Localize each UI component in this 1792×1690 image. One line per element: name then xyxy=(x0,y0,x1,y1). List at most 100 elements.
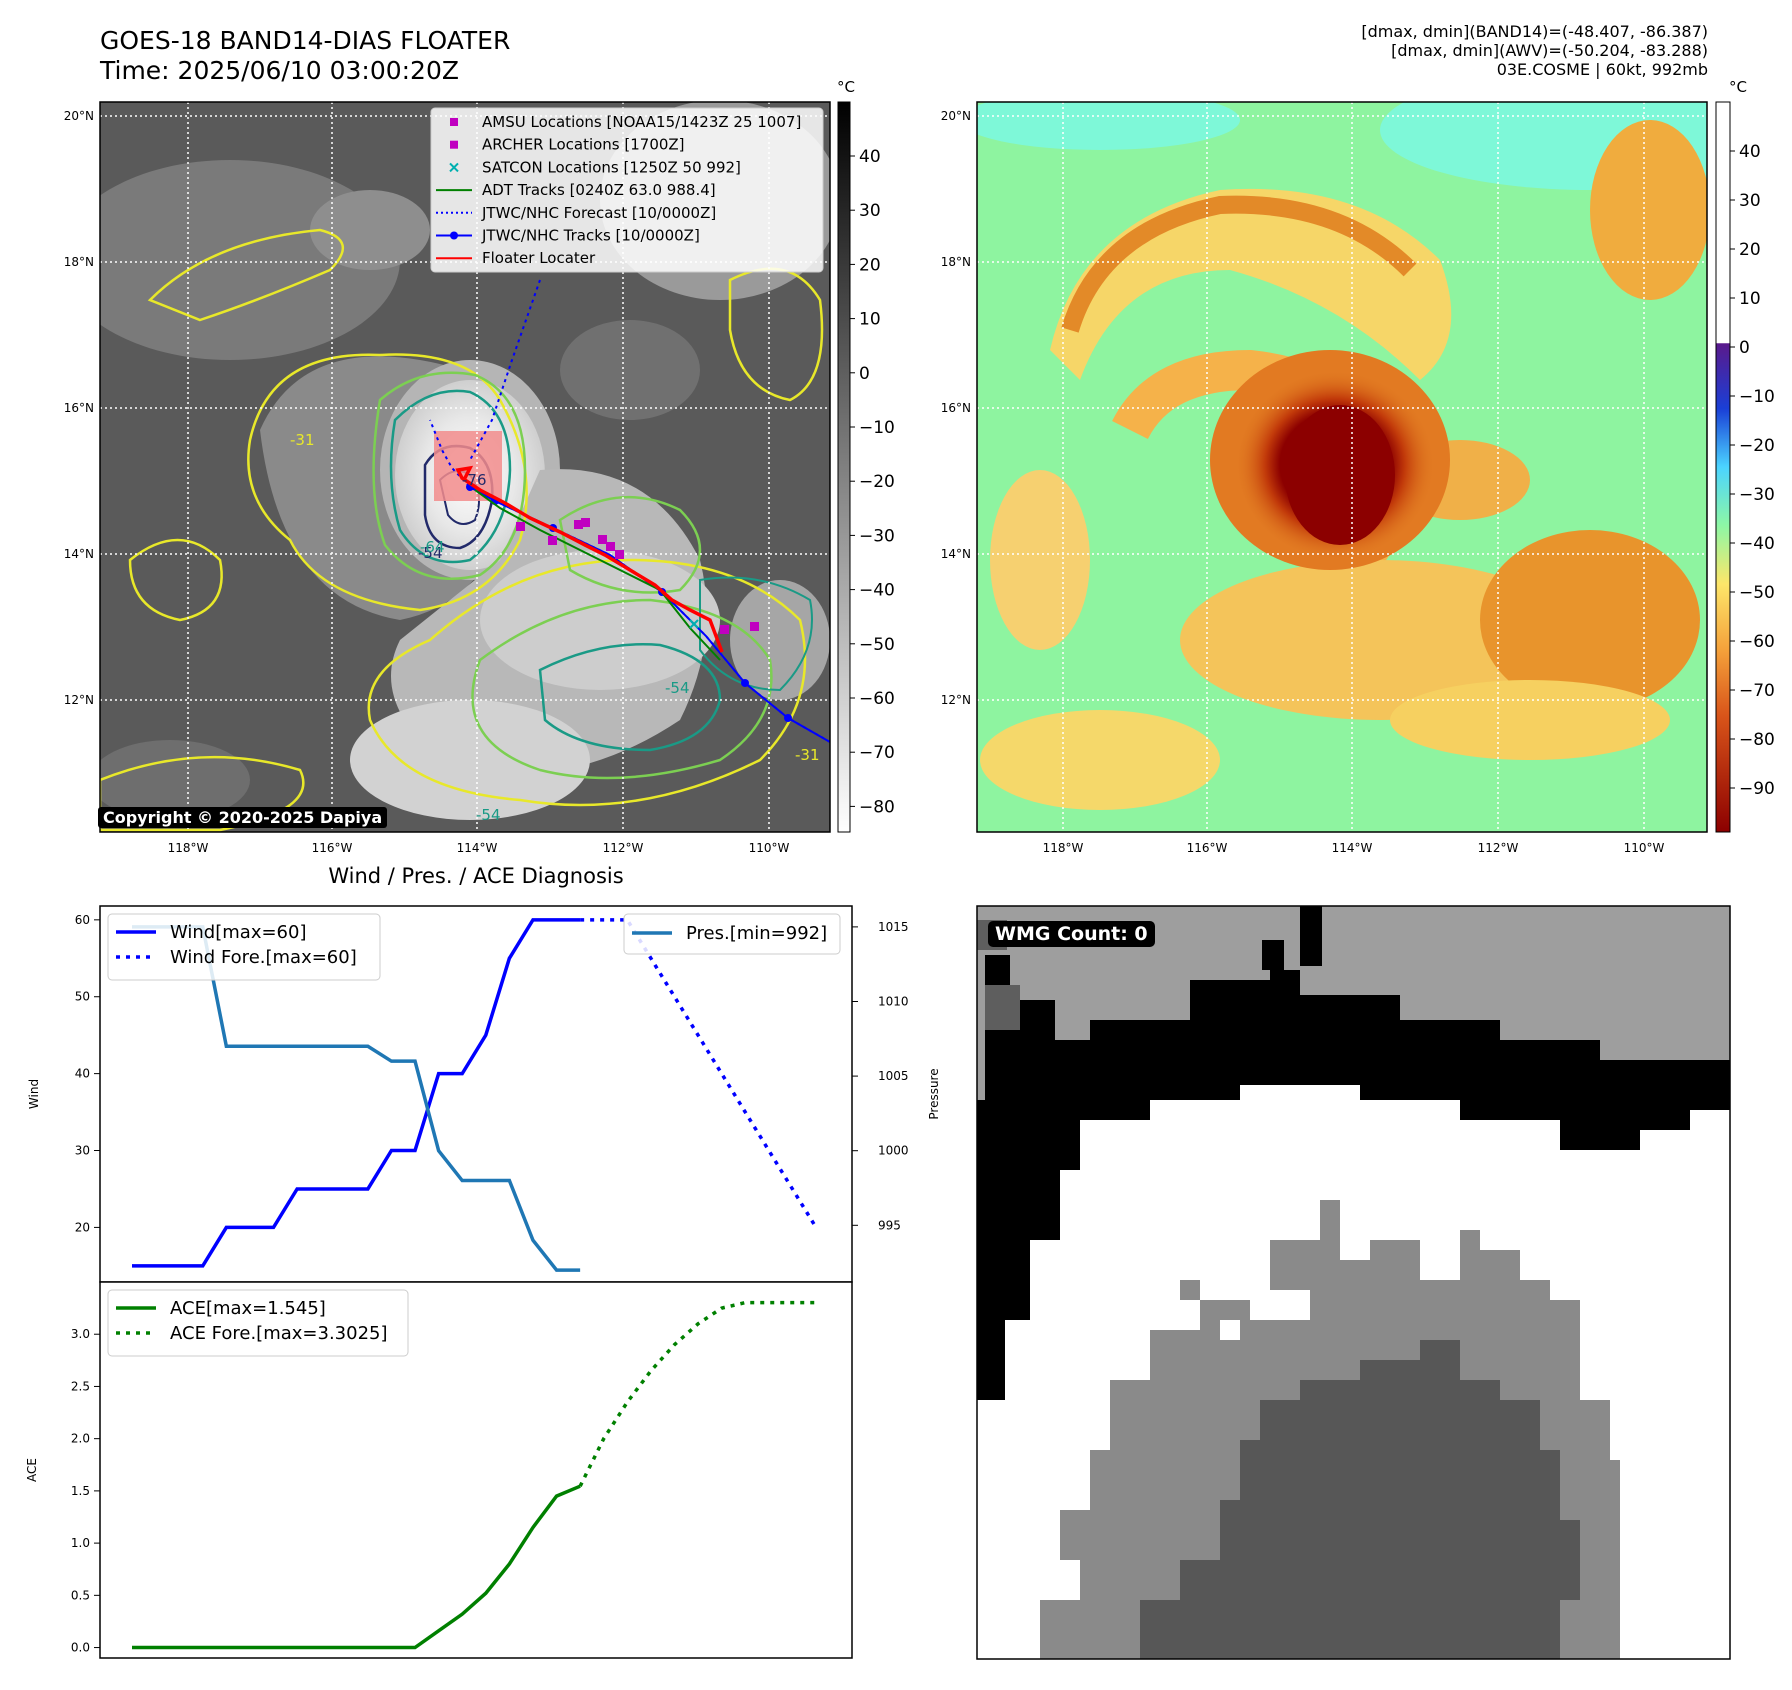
wv-frame xyxy=(976,101,1708,833)
pressure-tick-label: 1015 xyxy=(878,920,909,934)
wv-lat-tick: 12°N xyxy=(941,693,971,707)
ir-lat-tick: 16°N xyxy=(64,401,94,415)
colorbar-tick-label: 0 xyxy=(1739,338,1750,358)
ir-lon-tick: 110°W xyxy=(749,841,790,855)
ace-tick-label: 1.0 xyxy=(71,1536,90,1550)
legend-label: Wind Fore.[max=60] xyxy=(170,947,357,968)
ir-lon-tick: 118°W xyxy=(168,841,209,855)
legend-marker xyxy=(450,140,458,149)
ace-chart: 0.0 0.5 1.0 1.5 2.0 2.5 3.0 ACE ACE[max=1.545]… xyxy=(25,1281,853,1659)
colorbar-tick-label: 40 xyxy=(1739,142,1761,162)
wv-lat-tick: 20°N xyxy=(941,109,971,123)
wv-lat-tick: 16°N xyxy=(941,401,971,415)
floater-box xyxy=(434,431,502,501)
colorbar-tick-label: −70 xyxy=(859,743,895,763)
colorbar-tick-label: −50 xyxy=(859,635,895,655)
colorbar-tick-label: −80 xyxy=(859,797,895,817)
wind-tick-label: 40 xyxy=(75,1067,90,1081)
wv-lat-tick: 14°N xyxy=(941,547,971,561)
colorbar-tick-label: −60 xyxy=(859,689,895,709)
wv-lon-tick: 112°W xyxy=(1478,841,1519,855)
wv-lon-tick: 114°W xyxy=(1332,841,1373,855)
contour-label: -76 xyxy=(462,471,487,489)
series-line xyxy=(132,1484,581,1650)
ir-frame xyxy=(99,101,831,833)
wv-colorbar: °C 40 30 20 10 0 −10 −20 −30 −40 −50 −60 −70 −80 −90 xyxy=(1715,78,1775,833)
ace-tick-label: 1.5 xyxy=(71,1484,90,1498)
copyright-badge: Copyright © 2020-2025 Dapiya xyxy=(98,807,388,828)
ir-satellite-panel: -54 -64 -54 -54 -31 -31 -76 AMSU Locatio… xyxy=(99,101,831,833)
colorbar-tick-label: −10 xyxy=(859,418,895,438)
figure-title: GOES-18 BAND14-DIAS FLOATER Time: 2025/0… xyxy=(100,26,510,86)
ace-tick-label: 2.0 xyxy=(71,1432,90,1446)
amsu-archer-points xyxy=(516,518,759,634)
colorbar-tick-label: −70 xyxy=(1739,681,1775,701)
title-line-2: Time: 2025/06/10 03:00:20Z xyxy=(100,56,459,85)
wv-satellite-panel xyxy=(976,101,1708,833)
legend-label: ACE[max=1.545] xyxy=(170,1298,326,1319)
adt-track xyxy=(474,489,721,661)
colorbar-tick-label: 0 xyxy=(859,364,870,384)
legend-label: Floater Locater xyxy=(482,249,596,267)
legend-label: SATCON Locations [1250Z 50 992] xyxy=(482,158,741,176)
ir-lat-tick: 20°N xyxy=(64,109,94,123)
wind-axis-label: Wind xyxy=(27,1079,41,1109)
legend-label: JTWC/NHC Tracks [10/0000Z] xyxy=(481,227,700,245)
wv-moisture-field xyxy=(977,102,1707,810)
ace-axis-label: ACE xyxy=(25,1458,39,1482)
contour-label: -54 xyxy=(665,679,690,697)
ir-lon-tick: 114°W xyxy=(457,841,498,855)
ace-tick-label: 0.5 xyxy=(71,1588,90,1602)
wv-lon-tick: 118°W xyxy=(1043,841,1084,855)
wmg-count-badge: WMG Count: 0 xyxy=(988,921,1155,947)
wind-tick-label: 20 xyxy=(75,1220,90,1234)
pressure-tick-label: 1000 xyxy=(878,1144,909,1158)
ir-lon-tick: 112°W xyxy=(603,841,644,855)
wmg-frame xyxy=(976,905,1731,1660)
pressure-tick-label: 995 xyxy=(878,1218,901,1232)
wv-lat-tick: 18°N xyxy=(941,255,971,269)
ir-lon-tick: 116°W xyxy=(312,841,353,855)
wv-colorbar-unit: °C xyxy=(1729,78,1747,96)
wind-tick-label: 50 xyxy=(75,990,90,1004)
legend-label: Pres.[min=992] xyxy=(686,923,827,944)
ace-tick-label: 2.5 xyxy=(71,1379,90,1393)
contour-label: -64 xyxy=(420,538,445,556)
ace-tick-label: 3.0 xyxy=(71,1327,90,1341)
colorbar-tick-label: 20 xyxy=(859,255,881,275)
diagnosis-title: Wind / Pres. / ACE Diagnosis xyxy=(328,864,624,888)
info-line-1: [dmax, dmin](BAND14)=(-48.407, -86.387) xyxy=(1361,22,1708,41)
series-line xyxy=(578,1300,816,1487)
colorbar-tick-label: −80 xyxy=(1739,730,1775,750)
colorbar-tick-label: −50 xyxy=(1739,583,1775,603)
ace-tick-label: 0.0 xyxy=(71,1641,90,1655)
wv-lon-tick: 116°W xyxy=(1187,841,1228,855)
info-line-2: [dmax, dmin](AWV)=(-50.204, -83.288) xyxy=(1391,41,1708,60)
contour-labels: -54 -64 -54 -54 -31 -31 -76 xyxy=(290,431,820,824)
colorbar-tick-label: −30 xyxy=(859,526,895,546)
satcon-points xyxy=(689,619,699,629)
wmg-categories xyxy=(977,906,1730,1659)
info-line-3: 03E.COSME | 60kt, 992mb xyxy=(1496,60,1708,79)
ir-colorbar-unit: °C xyxy=(837,78,855,96)
pressure-tick-label: 1005 xyxy=(878,1069,909,1083)
wv-lon-tick: 110°W xyxy=(1624,841,1665,855)
colorbar-tick-label: 30 xyxy=(859,201,881,221)
pressure-axis-label: Pressure xyxy=(927,1068,941,1119)
storm-info: [dmax, dmin](BAND14)=(-48.407, -86.387) … xyxy=(1361,22,1708,79)
pressure-tick-label: 1010 xyxy=(878,994,909,1008)
contour-label: -54 xyxy=(418,544,443,562)
jtwc-forecast-track-north xyxy=(469,279,541,461)
colorbar-tick-label: −20 xyxy=(1739,436,1775,456)
colorbar-tick-label: 10 xyxy=(859,310,881,330)
contour-label: -31 xyxy=(795,746,820,764)
legend-label: JTWC/NHC Forecast [10/0000Z] xyxy=(481,204,716,222)
legend-label: ARCHER Locations [1700Z] xyxy=(482,136,685,154)
ir-lat-tick: 12°N xyxy=(64,693,94,707)
colorbar-tick-label: −60 xyxy=(1739,632,1775,652)
colorbar-tick-label: −90 xyxy=(1739,779,1775,799)
wind-tick-label: 30 xyxy=(75,1144,90,1158)
colorbar-tick-label: −40 xyxy=(1739,534,1775,554)
ir-lat-tick: 14°N xyxy=(64,547,94,561)
